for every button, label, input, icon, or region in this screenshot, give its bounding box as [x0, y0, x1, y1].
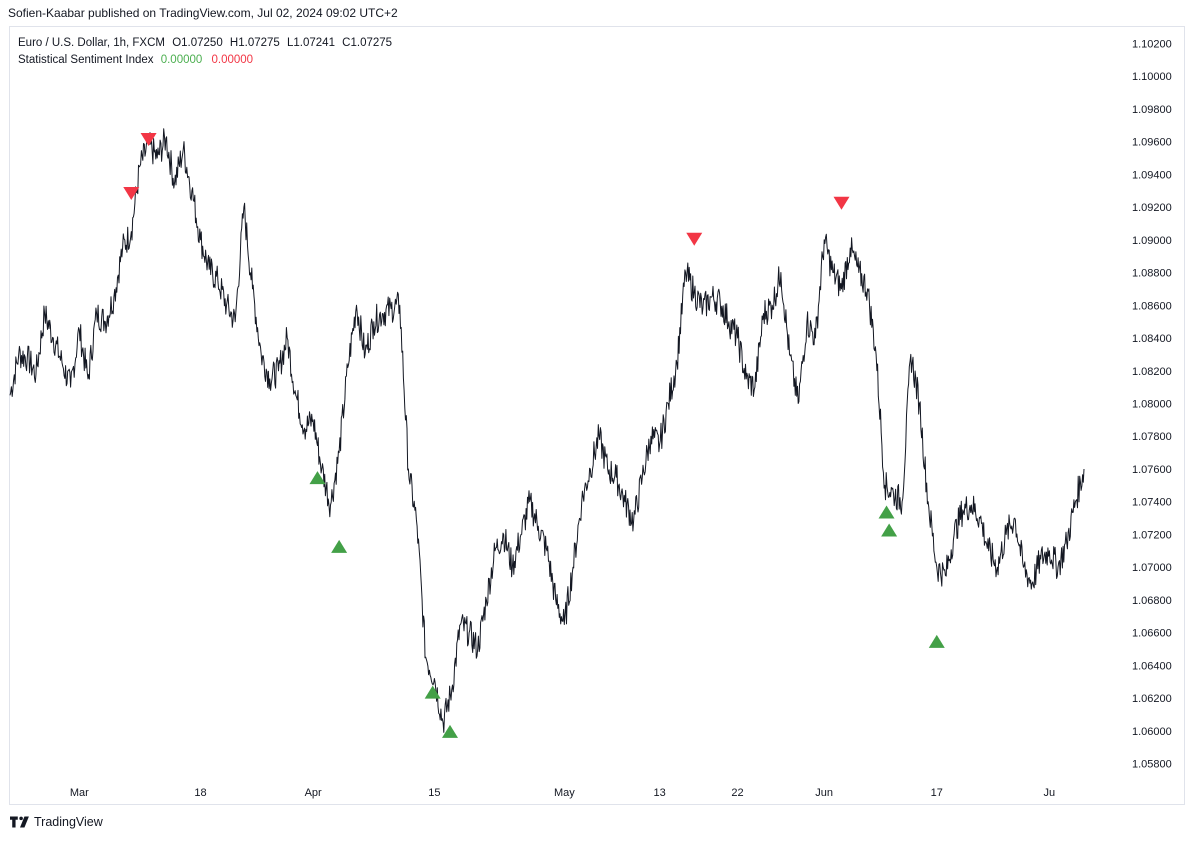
- indicator-name: Statistical Sentiment Index: [18, 54, 154, 66]
- y-tick-label-2: 1.09800: [1132, 104, 1172, 116]
- x-tick-label-6: 22: [731, 787, 743, 799]
- y-tick-label-19: 1.06400: [1132, 660, 1172, 672]
- x-tick-label-2: Apr: [305, 787, 322, 799]
- ohlc-close: C1.07275: [342, 37, 393, 49]
- y-tick-label-9: 1.08400: [1132, 333, 1172, 345]
- ohlc-open: O1.07250: [172, 37, 223, 49]
- y-tick-label-13: 1.07600: [1132, 464, 1172, 476]
- tradingview-brand[interactable]: TradingView: [10, 815, 103, 829]
- x-tick-label-5: 13: [653, 787, 665, 799]
- y-tick-label-3: 1.09600: [1132, 137, 1172, 149]
- y-tick-label-7: 1.08800: [1132, 268, 1172, 280]
- ohlc-high: H1.07275: [229, 37, 280, 49]
- y-tick-label-15: 1.07200: [1132, 529, 1172, 541]
- buy-signal-marker-4: [424, 685, 441, 699]
- tradingview-logo-icon: [10, 816, 29, 828]
- y-tick-label-20: 1.06200: [1132, 693, 1172, 705]
- sell-signal-marker-0: [123, 186, 140, 200]
- buy-signal-marker-10: [928, 634, 945, 648]
- x-tick-label-8: 17: [931, 787, 943, 799]
- y-tick-label-11: 1.08000: [1132, 399, 1172, 411]
- y-tick-label-10: 1.08200: [1132, 366, 1172, 378]
- x-tick-label-3: 15: [428, 787, 440, 799]
- x-tick-label-7: Jun: [815, 787, 833, 799]
- ohlc-low: L1.07241: [287, 37, 335, 49]
- y-tick-label-14: 1.07400: [1132, 497, 1172, 509]
- buy-signal-marker-2: [309, 471, 326, 485]
- x-tick-label-9: Ju: [1044, 787, 1056, 799]
- buy-signal-marker-9: [881, 523, 898, 537]
- buy-signal-marker-8: [878, 505, 895, 519]
- y-tick-label-12: 1.07800: [1132, 431, 1172, 443]
- buy-signal-marker-3: [331, 539, 348, 553]
- x-tick-label-1: 18: [194, 787, 206, 799]
- y-tick-label-21: 1.06000: [1132, 726, 1172, 738]
- y-tick-label-22: 1.05800: [1132, 759, 1172, 771]
- sell-signal-marker-6: [686, 232, 703, 246]
- publisher-caption: Sofien-Kaabar published on TradingView.c…: [8, 6, 398, 20]
- symbol-title: Euro / U.S. Dollar, 1h, FXCM: [18, 37, 165, 49]
- x-tick-label-4: May: [554, 787, 575, 799]
- buy-signal-marker-5: [442, 724, 458, 738]
- y-tick-label-5: 1.09200: [1132, 202, 1172, 214]
- y-tick-label-18: 1.06600: [1132, 628, 1172, 640]
- y-tick-label-16: 1.07000: [1132, 562, 1172, 574]
- sell-signal-marker-1: [140, 132, 157, 146]
- x-tick-label-0: Mar: [70, 787, 89, 799]
- y-tick-label-4: 1.09400: [1132, 169, 1172, 181]
- y-tick-label-0: 1.10200: [1132, 38, 1172, 50]
- chart-legend: Euro / U.S. Dollar, 1h, FXCM O1.07250 H1…: [18, 35, 392, 69]
- indicator-value-bull: 0.00000: [160, 54, 203, 66]
- indicator-legend-row[interactable]: Statistical Sentiment Index 0.00000 0.00…: [18, 52, 392, 69]
- y-tick-label-1: 1.10000: [1132, 71, 1172, 83]
- sell-signal-marker-7: [833, 196, 850, 210]
- indicator-value-bear: 0.00000: [211, 54, 254, 66]
- chart-frame[interactable]: [9, 26, 1185, 805]
- brand-label: TradingView: [34, 815, 103, 829]
- y-tick-label-8: 1.08600: [1132, 300, 1172, 312]
- y-tick-label-6: 1.09000: [1132, 235, 1172, 247]
- price-series-line: [9, 128, 1085, 733]
- symbol-legend-row[interactable]: Euro / U.S. Dollar, 1h, FXCM O1.07250 H1…: [18, 35, 392, 52]
- y-tick-label-17: 1.06800: [1132, 595, 1172, 607]
